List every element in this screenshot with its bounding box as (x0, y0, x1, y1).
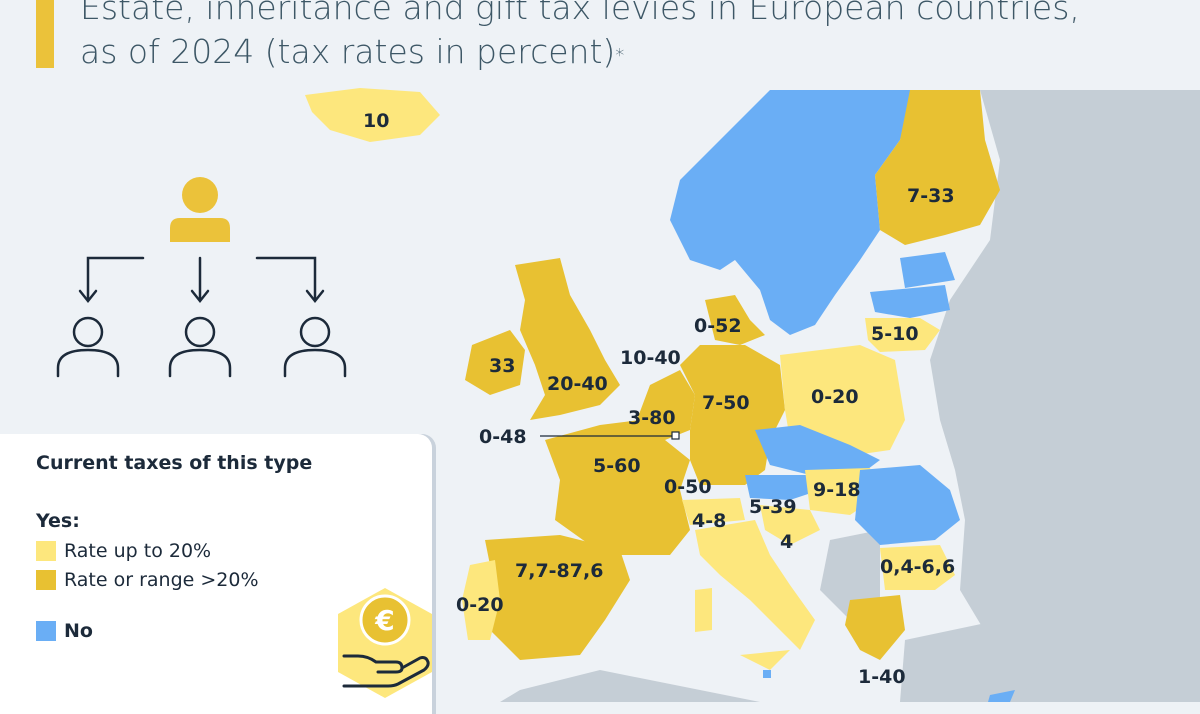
label-ireland: 33 (489, 355, 515, 377)
region-benelux (635, 370, 695, 440)
label-finland: 7-33 (907, 185, 955, 207)
person-hierarchy-icon (56, 177, 347, 378)
label-belgium: 3-80 (628, 407, 676, 429)
region-iceland (305, 88, 440, 142)
label-austria: 0-50 (664, 476, 712, 498)
title-line-2-text: as of 2024 (tax rates in percent) (80, 32, 616, 71)
luxembourg-marker (671, 431, 680, 440)
region-slovenia-croatia (760, 505, 820, 545)
region-italy (695, 520, 815, 650)
region-germany (680, 345, 785, 485)
region-lithuania (865, 318, 940, 352)
title-line-1: Estate, inheritance and gift tax levies … (80, 0, 1080, 27)
region-denmark (705, 295, 765, 345)
region-sicily (740, 650, 790, 670)
label-luxembourg: 0-48 (479, 426, 527, 448)
legend-swatch-dark-yellow (36, 570, 56, 590)
label-denmark: 0-52 (694, 315, 742, 337)
label-uk: 20-40 (547, 373, 608, 395)
label-croatia: 4 (780, 531, 793, 553)
legend-swatch-light-yellow (36, 541, 56, 561)
label-poland: 0-20 (811, 386, 859, 408)
region-baltics (870, 285, 950, 318)
region-cyprus (988, 690, 1015, 702)
legend-yes-label: Yes: (36, 510, 80, 532)
label-iceland: 10 (363, 110, 389, 132)
non-eu-land (500, 90, 1200, 702)
legend-item-rate-over-20: Rate or range >20% (36, 569, 259, 591)
region-romania (855, 465, 960, 545)
label-bulgaria: 0,4-6,6 (880, 556, 955, 578)
label-france: 5-60 (593, 455, 641, 477)
legend-title: Current taxes of this type (36, 452, 313, 474)
label-spain: 7,7-87,6 (515, 560, 603, 582)
legend-panel: Current taxes of this type Yes: Rate up … (0, 434, 432, 714)
region-greece (845, 595, 905, 660)
region-sardinia (695, 588, 712, 632)
label-portugal: 0-20 (456, 594, 504, 616)
title-accent-bar (36, 0, 54, 68)
label-slovenia: 5-39 (749, 496, 797, 518)
region-austria (745, 475, 820, 500)
region-finland (875, 90, 1000, 245)
legend-item-label: Rate up to 20% (64, 540, 212, 562)
euro-coin-hand-icon: € (338, 588, 432, 698)
region-norway-sweden (670, 90, 915, 335)
legend-item-no: No (36, 620, 93, 642)
label-germany: 7-50 (702, 392, 750, 414)
region-portugal (462, 560, 500, 640)
region-poland (780, 345, 905, 455)
legend-item-rate-up-to-20: Rate up to 20% (36, 540, 211, 562)
label-greece: 1-40 (858, 666, 906, 688)
label-hungary: 9-18 (813, 479, 861, 501)
region-spain (485, 535, 630, 660)
label-netherlands: 10-40 (620, 347, 681, 369)
region-malta (763, 670, 771, 678)
label-baltics: 5-10 (871, 323, 919, 345)
legend-item-label: Rate or range >20% (64, 569, 259, 591)
region-switzerland (682, 498, 745, 525)
svg-text:€: € (374, 604, 394, 637)
region-estonia (900, 252, 955, 288)
title-footnote-mark: * (615, 45, 625, 66)
region-bulgaria (880, 545, 955, 590)
legend-swatch-blue (36, 621, 56, 641)
page-title: Estate, inheritance and gift tax levies … (80, 0, 1080, 74)
region-ireland (465, 330, 525, 395)
region-uk (515, 258, 620, 420)
title-line-2: as of 2024 (tax rates in percent)* (80, 30, 1080, 74)
label-switzerland: 4-8 (692, 510, 726, 532)
region-france (545, 420, 690, 555)
region-czech-slovakia (755, 425, 880, 475)
legend-no-label: No (64, 620, 93, 642)
